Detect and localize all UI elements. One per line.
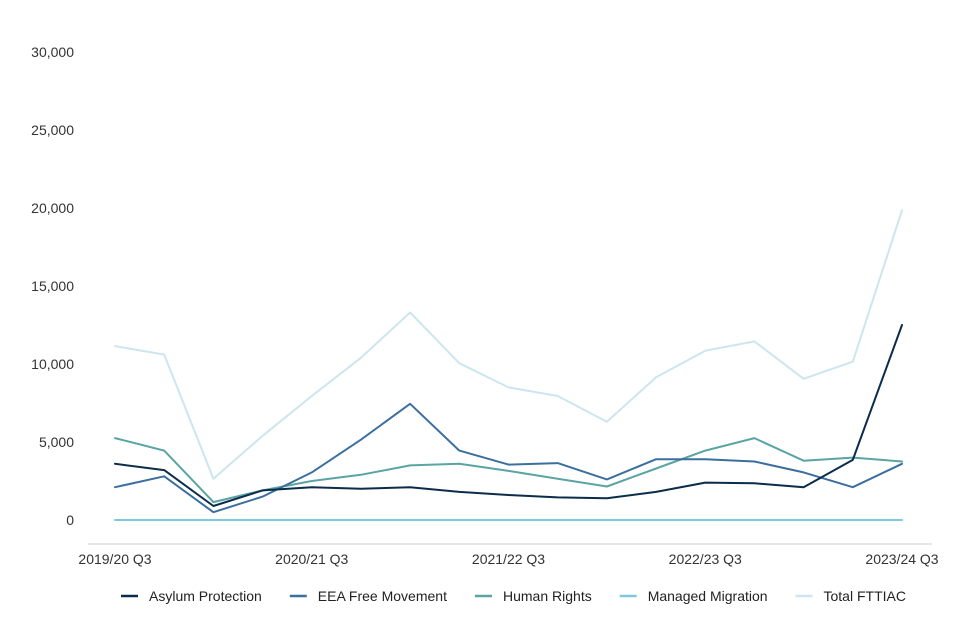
- y-tick-label: 10,000: [31, 356, 74, 372]
- legend-label: Human Rights: [503, 588, 592, 604]
- series-line-human-rights: [114, 437, 903, 504]
- x-axis: 2019/20 Q3 2020/21 Q3 2021/22 Q3 2022/23 Q3…: [78, 551, 938, 567]
- y-tick-label: 20,000: [31, 200, 74, 216]
- legend-item: Managed Migration: [619, 588, 768, 604]
- legend-label: EEA Free Movement: [318, 588, 447, 604]
- x-tick-label: 2020/21 Q3: [275, 551, 348, 567]
- y-tick-label: 30,000: [31, 44, 74, 60]
- y-tick-label: 0: [66, 512, 74, 528]
- legend: Asylum Protection EEA Free Movement Human …: [121, 588, 906, 604]
- legend-item: Asylum Protection: [121, 588, 262, 604]
- y-tick-label: 5,000: [39, 434, 74, 450]
- series-lines: [114, 209, 903, 521]
- legend-label: Total FTTIAC: [824, 588, 906, 604]
- legend-label: Asylum Protection: [149, 588, 262, 604]
- series-line-asylum-protection: [114, 324, 903, 507]
- x-tick-label: 2021/22 Q3: [472, 551, 545, 567]
- y-tick-label: 25,000: [31, 122, 74, 138]
- x-tick-label: 2022/23 Q3: [669, 551, 742, 567]
- legend-item: Human Rights: [475, 588, 592, 604]
- series-line-total-fttiac: [114, 209, 903, 480]
- legend-item: EEA Free Movement: [289, 588, 447, 604]
- x-tick-label: 2019/20 Q3: [78, 551, 151, 567]
- legend-item: Total FTTIAC: [795, 588, 906, 604]
- x-tick-label: 2023/24 Q3: [865, 551, 938, 567]
- y-axis: 0 5,000 10,000 15,000 20,000 25,000 30,000: [31, 44, 74, 528]
- legend-label: Managed Migration: [648, 588, 768, 604]
- y-tick-label: 15,000: [31, 278, 74, 294]
- series-line-eea-free-movement: [114, 402, 903, 514]
